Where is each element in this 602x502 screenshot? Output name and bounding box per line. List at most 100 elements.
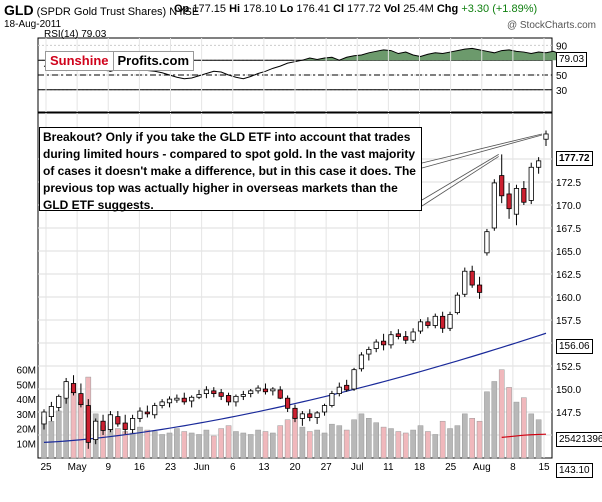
volume-bar bbox=[513, 401, 520, 459]
volume-bar bbox=[447, 428, 453, 459]
volume-bar bbox=[314, 429, 320, 459]
candle-body bbox=[144, 411, 150, 415]
candle-body bbox=[321, 405, 328, 413]
volume-bar bbox=[159, 434, 165, 459]
low-value: 176.41 bbox=[296, 3, 331, 15]
volume-bar bbox=[380, 426, 387, 459]
volume-bar bbox=[233, 431, 239, 459]
open-label: Op bbox=[174, 3, 190, 15]
candle-body bbox=[454, 294, 460, 314]
candle-body bbox=[56, 395, 62, 408]
candle-body bbox=[469, 270, 475, 286]
candle-body bbox=[536, 160, 542, 168]
candle-body bbox=[255, 387, 261, 392]
watermark-text: @ StockCharts.com bbox=[506, 20, 596, 31]
rsi-tag: 79.03 bbox=[556, 52, 588, 67]
price-tick-label: 160.0 bbox=[556, 293, 581, 304]
volume-bar bbox=[203, 429, 210, 459]
volume-bar bbox=[270, 432, 276, 459]
x-tick-label: 20 bbox=[289, 462, 301, 473]
candle-body bbox=[491, 182, 497, 229]
x-tick-label: Jul bbox=[351, 462, 364, 473]
candle-body bbox=[373, 341, 379, 349]
candle-body bbox=[115, 416, 121, 425]
change-label: Chg bbox=[436, 3, 459, 15]
candle-body bbox=[130, 418, 136, 430]
volume-tick-label: 50M bbox=[17, 380, 36, 391]
candle-body bbox=[410, 331, 416, 341]
rsi-tick-label: 90 bbox=[556, 41, 568, 52]
volume-bar bbox=[351, 419, 357, 459]
candle-body bbox=[225, 395, 232, 403]
logo-profits: Profits.com bbox=[113, 52, 194, 70]
high-value: 178.10 bbox=[243, 3, 277, 15]
volume-tick-label: 60M bbox=[17, 366, 36, 377]
candle-body bbox=[159, 401, 165, 406]
candle-body bbox=[395, 333, 401, 337]
candle-body bbox=[174, 397, 180, 401]
candle-body bbox=[78, 393, 84, 406]
annotation-pointer bbox=[421, 156, 499, 207]
volume-bar bbox=[218, 428, 224, 459]
volume-bar bbox=[247, 434, 254, 459]
volume-bar bbox=[240, 432, 247, 459]
candle-body bbox=[403, 336, 409, 341]
price-tick-label: 167.5 bbox=[556, 224, 581, 235]
volume-bar bbox=[262, 431, 269, 459]
volume-bar bbox=[181, 431, 188, 459]
volume-tag: 25421396 bbox=[556, 432, 602, 447]
volume-bar bbox=[395, 431, 402, 459]
candle-body bbox=[447, 314, 453, 329]
price-tick-label: 162.5 bbox=[556, 270, 581, 281]
candle-body bbox=[203, 389, 209, 395]
volume-bar bbox=[461, 413, 468, 459]
candle-body bbox=[521, 188, 527, 203]
volume-bar bbox=[498, 369, 505, 459]
volume-tick-label: 20M bbox=[17, 425, 36, 436]
volume-bar bbox=[410, 429, 416, 459]
candle-body bbox=[528, 166, 534, 201]
candle-body bbox=[218, 392, 224, 397]
candle-body bbox=[248, 390, 254, 394]
candle-body bbox=[285, 397, 291, 409]
x-tick-label: 8 bbox=[510, 462, 516, 473]
volume-bar bbox=[78, 401, 84, 459]
volume-bar bbox=[210, 435, 217, 459]
x-tick-label: 9 bbox=[105, 462, 111, 473]
x-tick-label: 23 bbox=[165, 462, 177, 473]
annotation-pointer bbox=[421, 133, 543, 164]
candle-body bbox=[137, 410, 143, 419]
volume-bar bbox=[358, 413, 365, 459]
annotation-pointer bbox=[421, 134, 543, 169]
volume-bar bbox=[388, 428, 394, 459]
volume-tick-label: 40M bbox=[17, 395, 36, 406]
volume-bar bbox=[506, 387, 512, 459]
open-value: 177.15 bbox=[192, 3, 226, 15]
volume-bar bbox=[306, 431, 313, 459]
moving-average-line bbox=[43, 332, 547, 443]
chart-date: 18-Aug-2011 bbox=[4, 19, 62, 30]
volume-bar bbox=[137, 426, 143, 459]
volume-value: 25.4M bbox=[403, 3, 434, 15]
volume-bar bbox=[476, 420, 483, 459]
price-tick-label: 152.5 bbox=[556, 362, 581, 373]
volume-tick-label: 10M bbox=[17, 439, 36, 450]
candle-body bbox=[85, 405, 91, 443]
price-tick-label: 172.5 bbox=[556, 178, 581, 189]
exchange-label: NYSE bbox=[169, 6, 200, 18]
candle-body bbox=[196, 394, 202, 398]
candle-body bbox=[314, 412, 320, 418]
high-label: Hi bbox=[229, 3, 241, 15]
sunshine-profits-logo: Sunshine Profits.com bbox=[45, 51, 195, 71]
candle-body bbox=[336, 386, 342, 395]
low-label: Lo bbox=[279, 3, 294, 15]
volume-bar bbox=[484, 391, 490, 459]
x-tick-label: 25 bbox=[445, 462, 457, 473]
x-tick-label: Aug bbox=[473, 462, 491, 473]
candle-body bbox=[211, 390, 217, 394]
ticker-symbol: GLD bbox=[4, 2, 34, 18]
candle-body bbox=[440, 315, 446, 329]
price-tick-label: 165.0 bbox=[556, 247, 581, 258]
candle-body bbox=[48, 406, 54, 418]
